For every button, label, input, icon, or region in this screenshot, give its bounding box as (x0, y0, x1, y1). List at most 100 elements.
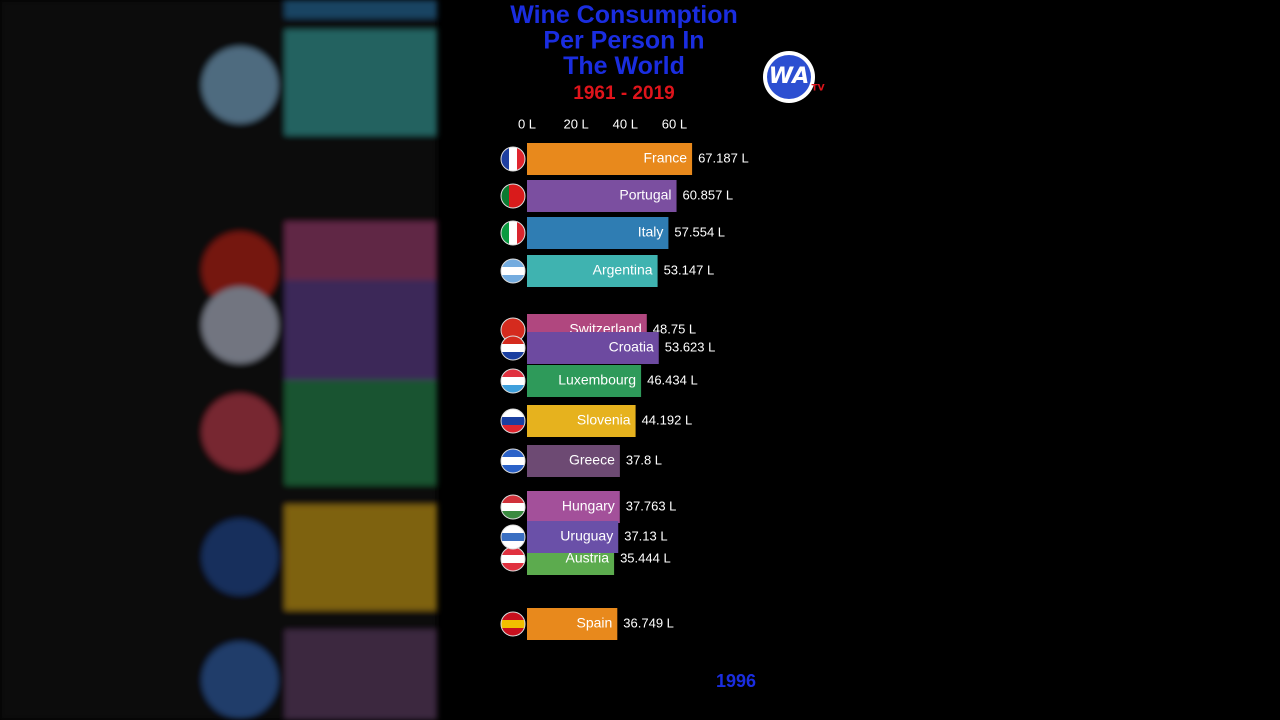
bar-group: Croatia 53.623 L (500, 332, 716, 364)
flag-stripe (517, 147, 525, 171)
flag-rim (500, 448, 526, 474)
flag-stripe (509, 221, 518, 245)
bar-group: Argentina 53.147 L (500, 255, 715, 287)
flag-stripe (501, 547, 525, 556)
flag-stripe (501, 377, 525, 386)
value-label: 37.8 L (626, 452, 662, 467)
flag-stripe (501, 495, 525, 504)
flag-stripe (517, 184, 525, 208)
bar (527, 491, 620, 523)
value-label: 44.192 L (642, 412, 693, 427)
flag-stripe (501, 385, 525, 393)
bar (527, 608, 618, 640)
flag-stripe (509, 147, 518, 171)
blurred-backdrop (0, 0, 437, 720)
bar-category-label: Austria (566, 550, 610, 566)
flag-stripe (501, 620, 525, 629)
flag-rim (500, 524, 526, 550)
flag-stripe (501, 409, 525, 418)
flag-stripe (501, 628, 525, 636)
flag-stripe (501, 352, 525, 360)
flag (501, 259, 525, 283)
flag-stripe (501, 344, 525, 353)
flag-stripe (501, 511, 525, 519)
flag (501, 369, 525, 393)
value-label: 48.75 L (653, 321, 696, 336)
flag-stripe (501, 318, 525, 327)
bar-category-label: Slovenia (577, 412, 631, 428)
flag (501, 409, 525, 433)
flag-stripe (501, 417, 525, 426)
value-label: 67.187 L (698, 150, 749, 165)
flag-stripe (501, 457, 525, 466)
flag-stripe (501, 465, 525, 473)
bar-category-label: Greece (569, 452, 615, 468)
flag-rim (500, 258, 526, 284)
flag-rim (500, 494, 526, 520)
value-label: 53.623 L (665, 339, 716, 354)
bar-group: Spain 36.749 L (500, 608, 674, 640)
flag-stripe (501, 612, 525, 621)
flag (501, 184, 525, 208)
flag-stripe (501, 336, 525, 345)
bar (527, 217, 669, 249)
bar (527, 143, 693, 175)
value-label: 46.434 L (647, 372, 698, 387)
value-label: 37.13 L (624, 528, 667, 543)
flag-rim (500, 611, 526, 637)
x-tick-label: 20 L (563, 116, 588, 131)
value-label: 53.147 L (664, 262, 715, 277)
bar-group: Italy 57.554 L (500, 217, 725, 249)
bar (527, 521, 619, 553)
flag (501, 147, 525, 171)
chart-title: Wine Consumption Per Person In The World (510, 1, 738, 80)
flag-stripe (501, 275, 525, 283)
flag-stripe (501, 449, 525, 458)
value-label: 36.749 L (623, 615, 674, 630)
logo: WA TV (763, 51, 825, 103)
bar-group: Portugal 60.857 L (500, 180, 733, 212)
bar-group: Hungary 37.763 L (500, 491, 677, 523)
flag (501, 495, 525, 519)
flag-rim (500, 183, 526, 209)
bar-category-label: Argentina (593, 262, 653, 278)
flag-stripe (501, 533, 525, 542)
bar (527, 445, 620, 477)
flag-stripe (509, 184, 518, 208)
bar-category-label: Italy (638, 224, 664, 240)
flag-stripe (501, 369, 525, 378)
bar (527, 255, 658, 287)
flag-stripe (501, 221, 510, 245)
bar-group: Uruguay 37.13 L (500, 521, 668, 553)
x-tick-label: 0 L (518, 116, 536, 131)
value-label: 57.554 L (674, 224, 725, 239)
bar-category-label: Luxembourg (558, 372, 636, 388)
bar-group: Greece 37.8 L (500, 445, 662, 477)
bar-group: Luxembourg 46.434 L (500, 365, 698, 397)
flag-stripe (501, 555, 525, 564)
x-tick-label: 60 L (662, 116, 687, 131)
bar-category-label: Portugal (619, 187, 671, 203)
logo-subtext: TV (811, 84, 824, 94)
year-annotation: 1996 (716, 671, 756, 691)
bar (527, 365, 642, 397)
bar-group: France 67.187 L (500, 143, 749, 175)
bar-group: Slovenia 44.192 L (500, 405, 693, 437)
flag (501, 525, 525, 549)
bar (527, 332, 659, 364)
flag-rim (500, 368, 526, 394)
flag-stripe (501, 503, 525, 512)
flag-stripe (501, 267, 525, 276)
value-label: 37.763 L (626, 498, 677, 513)
flag-rim (500, 146, 526, 172)
bar (527, 180, 677, 212)
flag-rim (500, 335, 526, 361)
flag (501, 449, 525, 473)
flag-rim (500, 220, 526, 246)
flag (501, 612, 525, 636)
bar (527, 405, 636, 437)
flag-stripe (501, 525, 525, 534)
bar-category-label: Spain (576, 615, 612, 631)
